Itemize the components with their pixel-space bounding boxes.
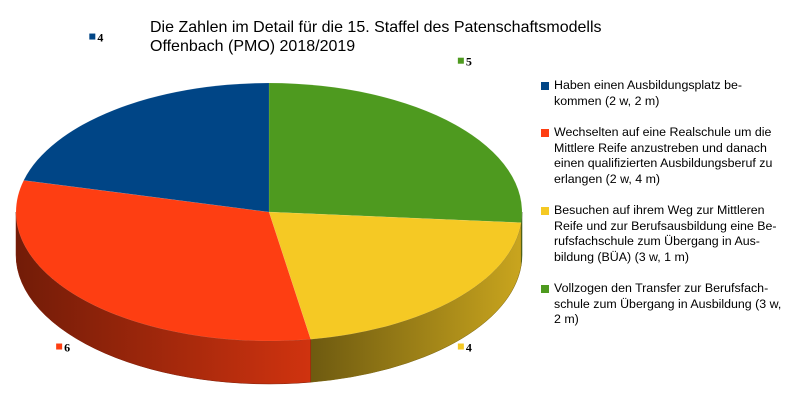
- legend-label: Vollzogen den Transfer zur Berufsfach- s…: [554, 281, 782, 326]
- legend-label: Besuchen auf ihrem Weg zur Mittleren Rei…: [554, 203, 777, 264]
- data-label-text-0: 5: [466, 55, 472, 69]
- legend-item: Vollzogen den Transfer zur Berufsfach- s…: [541, 281, 803, 328]
- pie-slice-1: [268, 211, 522, 340]
- legend-swatch: [541, 129, 549, 137]
- chart-legend: Haben einen Ausbildungsplatz be- kommen …: [541, 78, 803, 344]
- chart-title: Die Zahlen im Detail für die 15. Staffel…: [150, 18, 710, 56]
- data-label-marker-2: [56, 343, 63, 350]
- legend-swatch: [541, 285, 549, 293]
- data-label-text-1: 4: [466, 341, 472, 355]
- chart-title-line-2: Offenbach (PMO) 2018/2019: [150, 38, 356, 55]
- legend-item: Wechselten auf eine Realschule um die Mi…: [541, 125, 803, 187]
- legend-item: Besuchen auf ihrem Weg zur Mittleren Rei…: [541, 203, 803, 265]
- data-label-marker-3: [89, 33, 96, 40]
- legend-label: Haben einen Ausbildungsplatz be- kommen …: [554, 78, 743, 108]
- pie-slice-3: [23, 82, 270, 213]
- legend-swatch: [541, 82, 549, 90]
- data-label-1: 4: [457, 341, 472, 355]
- data-label-text-2: 6: [64, 341, 70, 355]
- legend-swatch: [541, 207, 549, 215]
- legend-label: Wechselten auf eine Realschule um die Mi…: [554, 125, 773, 186]
- data-label-3: 4: [89, 31, 103, 45]
- data-label-0: 5: [457, 55, 472, 69]
- data-label-text-3: 4: [97, 31, 103, 45]
- data-label-marker-0: [457, 57, 464, 64]
- data-label-marker-1: [457, 343, 464, 350]
- chart-title-line-1: Die Zahlen im Detail für die 15. Staffel…: [150, 19, 602, 36]
- legend-item: Haben einen Ausbildungsplatz be- kommen …: [541, 78, 803, 109]
- data-label-2: 6: [56, 341, 70, 355]
- pie-slice-2: [15, 180, 311, 342]
- pie-slice-0: [268, 82, 523, 223]
